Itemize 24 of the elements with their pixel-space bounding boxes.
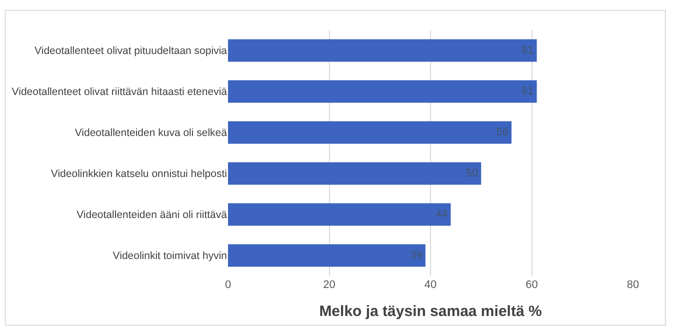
x-tick-label: 0 xyxy=(224,279,232,291)
x-tick-label: 40 xyxy=(424,279,437,291)
bar xyxy=(228,244,426,267)
bar xyxy=(228,162,482,185)
y-tick-label: Videolinkkien katselu onnistui helposti xyxy=(50,168,227,180)
x-tick-label: 20 xyxy=(323,279,336,291)
data-label: 44 xyxy=(436,208,448,221)
y-tick-label: Videotallenteiden ääni oli riittävä xyxy=(76,209,228,222)
y-tick-label: Videotallenteet olivat pituudeltaan sopivia xyxy=(34,45,228,58)
x-tick-label: 80 xyxy=(626,279,640,291)
bar xyxy=(228,203,451,226)
bar xyxy=(228,80,537,103)
y-tick-label: Videolinkit toimivat hyvin xyxy=(112,250,228,262)
y-tick-label: Videotallenteet olivat riittävän hitaasti eteneviä xyxy=(12,86,228,98)
data-label: 61 xyxy=(522,44,534,57)
y-tick-label: Videotallenteiden kuva oli selkeä xyxy=(74,127,228,140)
x-axis-title: Melko ja täysin samaa mieltä % xyxy=(319,303,542,320)
data-label: 56 xyxy=(496,126,508,139)
data-label: 61 xyxy=(522,86,534,98)
data-label: 39 xyxy=(410,250,422,262)
bar xyxy=(228,39,537,62)
x-tick-label: 60 xyxy=(526,279,538,291)
bar xyxy=(228,121,512,144)
data-label: 50 xyxy=(466,168,478,180)
